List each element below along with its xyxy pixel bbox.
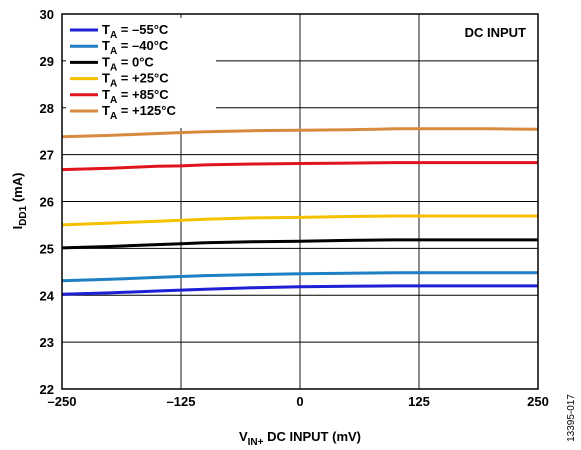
series-line-5 [61,161,538,172]
annotation-dc-input: DC INPUT [465,25,526,40]
plot-frame [61,13,539,390]
y-tick-label: 25 [40,241,54,256]
series-group [61,127,539,296]
y-tick-label: 30 [40,7,54,22]
y-tick-label: 23 [40,335,54,350]
y-tick-label: 24 [40,288,55,303]
x-tick-label: 250 [527,394,549,409]
y-tick-label: 26 [40,195,54,210]
y-tick-label: 28 [40,101,54,116]
x-tick-labels: –250 –125 0 125 250 [48,394,549,409]
legend-label-4: TA = +25°C [102,71,169,90]
legend: TA = –55°CTA = –40°CTA = 0°CTA = +25°CTA… [70,22,176,122]
series-line-1 [61,284,538,296]
y-tick-label: 29 [40,54,54,69]
series-line-2 [61,271,538,283]
y-tick-label: 27 [40,148,54,163]
series-line-4 [61,214,538,227]
x-axis-label: VIN+ DC INPUT (mV) [239,429,361,448]
legend-label-5: TA = +85°C [102,87,169,106]
series-line-3 [61,238,538,250]
series-line-6 [61,127,539,139]
figure-id: 13395-017 [566,394,577,442]
legend-label-2: TA = –40°C [102,38,169,57]
x-tick-label: –250 [48,394,77,409]
x-tick-label: –125 [167,394,196,409]
y-axis-label: IDD1 (mA) [10,173,29,230]
x-tick-label: 125 [408,394,430,409]
legend-label-3: TA = 0°C [102,54,154,73]
y-tick-labels: 22 23 24 25 26 27 28 29 30 [40,7,55,397]
legend-label-1: TA = –55°C [102,22,169,41]
x-tick-label: 0 [296,394,303,409]
legend-label-6: TA = +125°C [102,103,176,122]
y-tick-label: 22 [40,382,54,397]
